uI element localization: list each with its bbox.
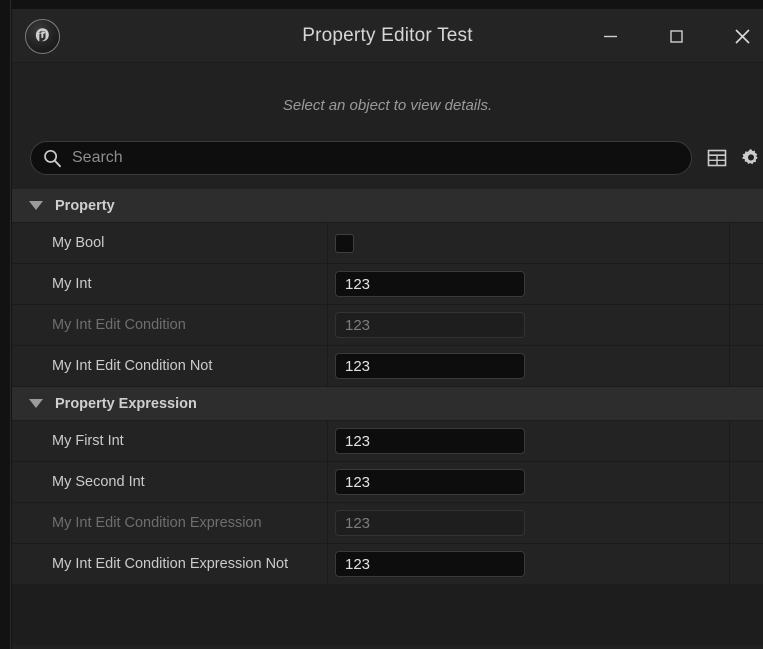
empty-selection-hint: Select an object to view details. xyxy=(282,97,493,114)
window-frame-left xyxy=(0,0,11,649)
my-int-edit-condition-field xyxy=(335,312,525,338)
property-value xyxy=(335,544,525,584)
column-divider xyxy=(729,462,730,502)
table-row[interactable]: My Second Int xyxy=(12,462,763,503)
property-name: My Int xyxy=(52,276,92,292)
column-divider xyxy=(327,264,328,304)
property-tree: Property My Bool My Int My Int Edit C xyxy=(12,189,763,649)
column-divider xyxy=(327,544,328,584)
category-label: Property Expression xyxy=(55,395,197,412)
table-row: My Int Edit Condition xyxy=(12,305,763,346)
column-divider xyxy=(729,544,730,584)
category-label: Property xyxy=(55,197,115,214)
property-value xyxy=(335,223,354,263)
column-divider xyxy=(327,346,328,386)
table-row[interactable]: My First Int xyxy=(12,421,763,462)
close-icon[interactable] xyxy=(724,18,760,54)
search-toolbar xyxy=(12,139,763,184)
unreal-engine-logo-icon[interactable] xyxy=(25,19,60,54)
table-row: My Int Edit Condition Expression xyxy=(12,503,763,544)
search-box[interactable] xyxy=(30,141,692,175)
chevron-down-icon[interactable] xyxy=(29,399,43,408)
my-bool-checkbox[interactable] xyxy=(335,233,354,253)
property-name: My First Int xyxy=(52,433,124,449)
search-icon xyxy=(42,148,62,168)
property-name: My Int Edit Condition Expression Not xyxy=(52,556,289,572)
property-name: My Second Int xyxy=(52,474,145,490)
column-divider xyxy=(729,305,730,345)
column-divider xyxy=(729,421,730,461)
tree-empty-space xyxy=(12,585,763,645)
property-name: My Int Edit Condition Not xyxy=(52,358,213,374)
category-header-property[interactable]: Property xyxy=(12,189,763,223)
my-first-int-field[interactable] xyxy=(335,428,525,454)
table-row[interactable]: My Int Edit Condition Not xyxy=(12,346,763,387)
window-title: Property Editor Test xyxy=(302,25,473,46)
column-divider xyxy=(729,346,730,386)
property-value xyxy=(335,305,525,345)
column-divider xyxy=(729,264,730,304)
my-int-edit-condition-expression-field xyxy=(335,510,525,536)
property-name: My Bool xyxy=(52,235,105,251)
chevron-down-icon[interactable] xyxy=(29,201,43,210)
my-int-edit-condition-expression-not-field[interactable] xyxy=(335,551,525,577)
columns-grid-icon[interactable] xyxy=(704,145,730,171)
property-value xyxy=(335,421,525,461)
column-divider xyxy=(729,223,730,263)
column-divider xyxy=(327,305,328,345)
column-divider xyxy=(327,223,328,263)
table-row[interactable]: My Int Edit Condition Expression Not xyxy=(12,544,763,585)
column-divider xyxy=(327,462,328,502)
property-value xyxy=(335,462,525,502)
table-row[interactable]: My Bool xyxy=(12,223,763,264)
search-input[interactable] xyxy=(70,148,677,168)
column-divider xyxy=(327,421,328,461)
maximize-icon[interactable] xyxy=(658,18,694,54)
window-frame-top xyxy=(0,0,763,9)
my-int-field[interactable] xyxy=(335,271,525,297)
my-second-int-field[interactable] xyxy=(335,469,525,495)
property-name: My Int Edit Condition xyxy=(52,317,186,333)
my-int-edit-condition-not-field[interactable] xyxy=(335,353,525,379)
property-value xyxy=(335,264,525,304)
property-value xyxy=(335,503,525,543)
property-value xyxy=(335,346,525,386)
category-header-property-expression[interactable]: Property Expression xyxy=(12,387,763,421)
details-panel: Select an object to view details. xyxy=(12,63,763,649)
minimize-icon[interactable] xyxy=(592,18,628,54)
column-divider xyxy=(729,503,730,543)
column-divider xyxy=(327,503,328,543)
gear-icon[interactable] xyxy=(738,145,763,171)
property-name: My Int Edit Condition Expression xyxy=(52,515,262,531)
table-row[interactable]: My Int xyxy=(12,264,763,305)
title-bar[interactable]: Property Editor Test xyxy=(12,9,763,63)
